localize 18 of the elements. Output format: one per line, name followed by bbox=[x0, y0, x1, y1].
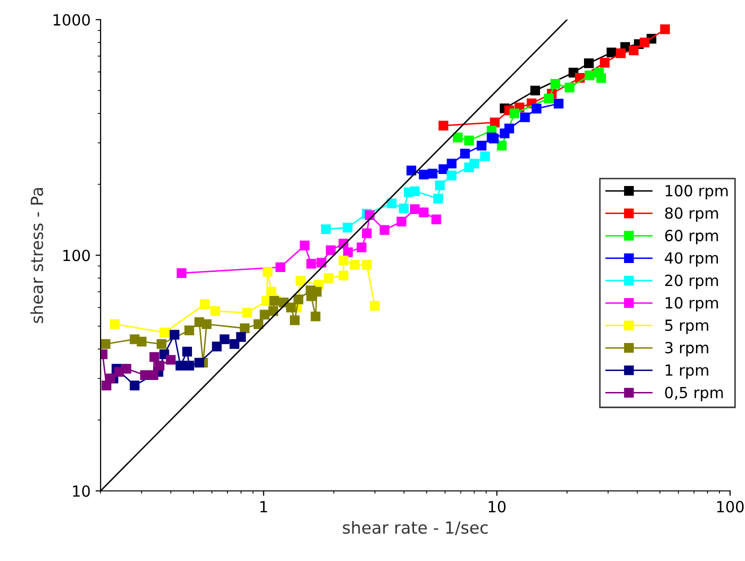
legend-label: 80 rpm bbox=[665, 207, 718, 222]
legend-label: 40 rpm bbox=[664, 252, 718, 267]
legend-label: 100 rpm bbox=[666, 184, 728, 200]
legend-label: 3 rpm bbox=[665, 342, 708, 356]
y-axis-title: shear stress - Pa bbox=[30, 188, 44, 323]
legend-label: 10 rpm bbox=[666, 297, 718, 312]
x-axis-title: shear rate - 1/sec bbox=[342, 520, 488, 536]
x-tick-label: 100 bbox=[717, 500, 744, 512]
legend-label: 1 rpm bbox=[666, 364, 708, 379]
y-tick-label: 10 bbox=[73, 485, 90, 497]
x-tick-label: 1 bbox=[260, 501, 268, 512]
y-tick-label: 100 bbox=[63, 250, 90, 262]
legend-label: 5 rpm bbox=[665, 320, 708, 334]
legend-label: 20 rpm bbox=[665, 274, 718, 290]
x-tick-label: 10 bbox=[488, 500, 506, 512]
legend-label: 0,5 rpm bbox=[665, 386, 723, 402]
y-tick-label: 1000 bbox=[54, 14, 90, 26]
legend-label: 60 rpm bbox=[665, 230, 718, 244]
